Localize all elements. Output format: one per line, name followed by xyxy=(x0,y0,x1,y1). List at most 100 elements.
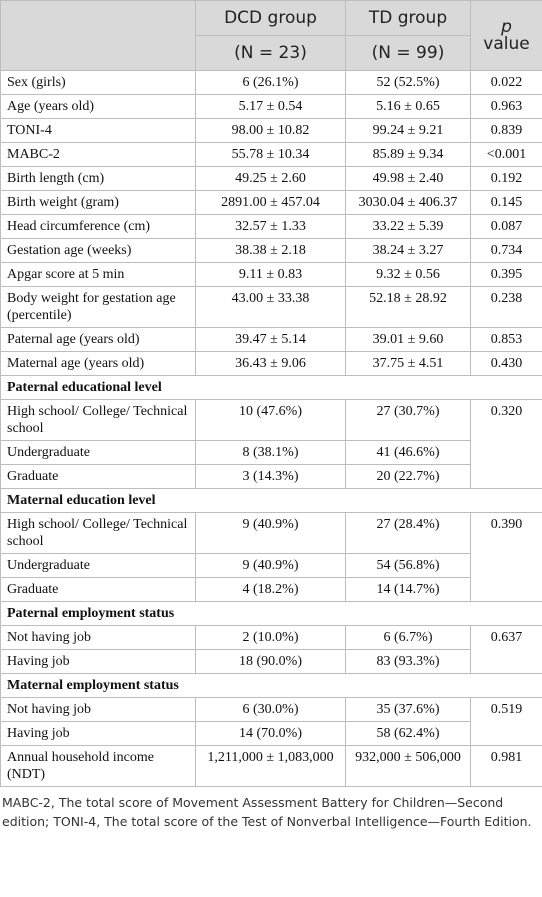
row-label: Sex (girls) xyxy=(0,70,196,95)
p-value: 0.238 xyxy=(470,286,542,328)
p-value: 0.430 xyxy=(470,351,542,376)
p-value: 0.734 xyxy=(470,238,542,263)
p-value: 0.519 xyxy=(470,697,542,746)
td-value: 52 (52.5%) xyxy=(345,70,471,95)
td-value: 27 (28.4%) xyxy=(345,512,471,554)
dcd-value: 36.43 ± 9.06 xyxy=(195,351,346,376)
td-value: 9.32 ± 0.56 xyxy=(345,262,471,287)
row-label: Paternal age (years old) xyxy=(0,327,196,352)
dcd-value: 4 (18.2%) xyxy=(195,577,346,602)
table-header: DCD group TD group p value (N = 23) (N = … xyxy=(0,0,542,71)
td-value: 38.24 ± 3.27 xyxy=(345,238,471,263)
table-row: TONI-4 98.00 ± 10.82 99.24 ± 9.21 0.839 xyxy=(0,118,542,143)
p-value: 0.839 xyxy=(470,118,542,143)
row-label: Birth weight (gram) xyxy=(0,190,196,215)
p-value: 0.637 xyxy=(470,625,542,674)
dcd-value: 3 (14.3%) xyxy=(195,464,346,489)
p-value: 0.963 xyxy=(470,94,542,119)
row-label: Having job xyxy=(0,721,196,746)
td-value: 35 (37.6%) xyxy=(345,697,471,722)
dcd-value: 55.78 ± 10.34 xyxy=(195,142,346,167)
td-value: 3030.04 ± 406.37 xyxy=(345,190,471,215)
table-row: Apgar score at 5 min 9.11 ± 0.83 9.32 ± 0.… xyxy=(0,262,542,287)
p-value: 0.087 xyxy=(470,214,542,239)
p-value: 0.320 xyxy=(470,399,542,489)
dcd-value: 9 (40.9%) xyxy=(195,553,346,578)
dcd-value: 39.47 ± 5.14 xyxy=(195,327,346,352)
section-label: Maternal employment status xyxy=(0,673,542,698)
dcd-value: 2 (10.0%) xyxy=(195,625,346,650)
header-row: DCD group TD group p value xyxy=(0,0,542,71)
data-table: DCD group TD group p value (N = 23) (N = … xyxy=(0,0,542,787)
td-value: 37.75 ± 4.51 xyxy=(345,351,471,376)
table-row: Paternal employment status xyxy=(0,601,542,626)
n-header: (N = 23) xyxy=(195,35,346,71)
header-blank xyxy=(0,0,196,71)
td-value: 932,000 ± 506,000 xyxy=(345,745,471,787)
td-value: 52.18 ± 28.92 xyxy=(345,286,471,328)
table-row: Having job 18 (90.0%) 83 (93.3%) xyxy=(0,649,542,674)
table-row: Having job 14 (70.0%) 58 (62.4%) xyxy=(0,721,542,746)
dcd-value: 43.00 ± 33.38 xyxy=(195,286,346,328)
td-value: 85.89 ± 9.34 xyxy=(345,142,471,167)
row-label: Undergraduate xyxy=(0,440,196,465)
table-row: Annual household income (NDT) 1,211,000 ±… xyxy=(0,745,542,787)
p-header: p value xyxy=(470,0,542,71)
table-row: Head circumference (cm) 32.57 ± 1.33 33.22… xyxy=(0,214,542,239)
row-label: Body weight for gestation age (percentil… xyxy=(0,286,196,328)
dcd-value: 6 (30.0%) xyxy=(195,697,346,722)
table-row: Sex (girls) 6 (26.1%) 52 (52.5%) 0.022 xyxy=(0,70,542,95)
table-row: Birth weight (gram) 2891.00 ± 457.04 3030.… xyxy=(0,190,542,215)
table-row: High school/ College/ Technical school 9 … xyxy=(0,512,542,602)
section-label: Maternal education level xyxy=(0,488,542,513)
table-row: Not having job 2 (10.0%) 6 (6.7%) 0.637 xyxy=(0,625,542,674)
p-value: 0.395 xyxy=(470,262,542,287)
dcd-value: 18 (90.0%) xyxy=(195,649,346,674)
row-label: Graduate xyxy=(0,577,196,602)
row-label: Annual household income (NDT) xyxy=(0,745,196,787)
group-header: DCD group xyxy=(195,0,346,36)
table-row: Graduate 4 (18.2%) 14 (14.7%) xyxy=(0,577,542,602)
table-row: High school/ College/ Technical school 10… xyxy=(0,399,542,489)
dcd-value: 38.38 ± 2.18 xyxy=(195,238,346,263)
section-label: Paternal educational level xyxy=(0,375,542,400)
p-value: 0.145 xyxy=(470,190,542,215)
row-label: High school/ College/ Technical school xyxy=(0,399,196,441)
td-value: 6 (6.7%) xyxy=(345,625,471,650)
row-label: Not having job xyxy=(0,625,196,650)
row-label: Maternal age (years old) xyxy=(0,351,196,376)
td-value: 14 (14.7%) xyxy=(345,577,471,602)
table-row: Paternal educational level xyxy=(0,375,542,400)
dcd-value: 98.00 ± 10.82 xyxy=(195,118,346,143)
table-row: Birth length (cm) 49.25 ± 2.60 49.98 ± 2.4… xyxy=(0,166,542,191)
dcd-value: 14 (70.0%) xyxy=(195,721,346,746)
row-label: Age (years old) xyxy=(0,94,196,119)
table-row: Age (years old) 5.17 ± 0.54 5.16 ± 0.65 0.9… xyxy=(0,94,542,119)
table-row: Maternal employment status xyxy=(0,673,542,698)
p-value: 0.192 xyxy=(470,166,542,191)
table-row: MABC-2 55.78 ± 10.34 85.89 ± 9.34 <0.001 xyxy=(0,142,542,167)
td-value: 5.16 ± 0.65 xyxy=(345,94,471,119)
p-value: 0.853 xyxy=(470,327,542,352)
dcd-value: 9 (40.9%) xyxy=(195,512,346,554)
row-label: Head circumference (cm) xyxy=(0,214,196,239)
table-row: Undergraduate 8 (38.1%) 41 (46.6%) xyxy=(0,440,542,465)
p-word: value xyxy=(483,33,530,54)
table-row: Body weight for gestation age (percentil… xyxy=(0,286,542,328)
row-label: Not having job xyxy=(0,697,196,722)
p-value: 0.022 xyxy=(470,70,542,95)
td-value: 83 (93.3%) xyxy=(345,649,471,674)
row-label: Having job xyxy=(0,649,196,674)
footnote: MABC-2, The total score of Movement Asse… xyxy=(2,795,532,829)
table-row: Maternal education level xyxy=(0,488,542,513)
n-header: (N = 99) xyxy=(345,35,471,71)
dcd-value: 2891.00 ± 457.04 xyxy=(195,190,346,215)
table-row: Graduate 3 (14.3%) 20 (22.7%) xyxy=(0,464,542,489)
row-label: High school/ College/ Technical school xyxy=(0,512,196,554)
dcd-value: 6 (26.1%) xyxy=(195,70,346,95)
td-value: 49.98 ± 2.40 xyxy=(345,166,471,191)
row-label: Undergraduate xyxy=(0,553,196,578)
td-value: 41 (46.6%) xyxy=(345,440,471,465)
dcd-value: 32.57 ± 1.33 xyxy=(195,214,346,239)
header-row: (N = 23) (N = 99) xyxy=(1,35,542,71)
